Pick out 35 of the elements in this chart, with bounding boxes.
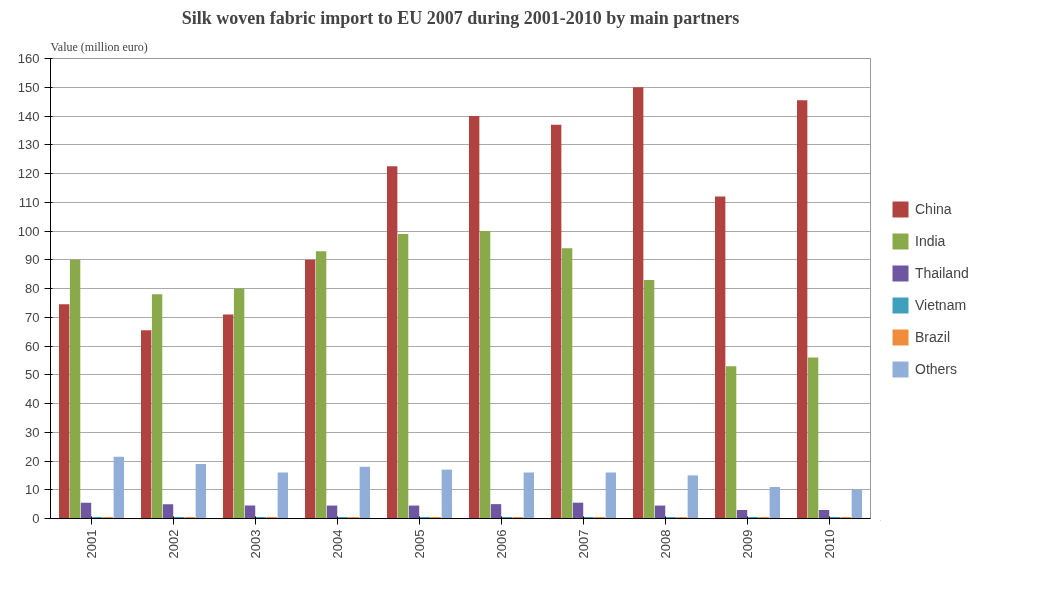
y-tick-label: 120 <box>17 166 40 181</box>
y-tick-label: 80 <box>25 281 40 296</box>
x-tick-label: 2004 <box>330 529 345 559</box>
y-axis-title: Value (million euro) <box>50 39 148 54</box>
y-tick-label: 30 <box>25 424 40 440</box>
y-tick-label: 10 <box>25 482 40 498</box>
y-tick-label: 150 <box>17 79 40 95</box>
y-tick-label: 140 <box>17 108 40 124</box>
x-tick-label: 2005 <box>412 529 427 559</box>
x-tick-label: 2007 <box>576 529 591 559</box>
y-tick-label: 50 <box>25 367 40 383</box>
legend-label: China <box>915 201 952 217</box>
y-tick-label: 70 <box>25 309 40 325</box>
y-tick-label: 0 <box>32 511 40 526</box>
y-tick-label: 110 <box>18 194 40 210</box>
y-tick-label: 20 <box>25 453 40 469</box>
legend-label: Brazil <box>915 329 951 345</box>
y-tick-label: 100 <box>17 223 40 239</box>
x-tick-label: 2001 <box>84 529 99 559</box>
chart-title: Silk woven fabric import to EU 2007 during 2001-2010 by main partners <box>181 7 740 28</box>
legend-label: Thailand <box>915 265 969 281</box>
x-tick-label: 2006 <box>494 529 509 559</box>
legend-label: India <box>915 233 946 249</box>
y-tick-label: 130 <box>17 137 40 153</box>
x-tick-label: 2003 <box>248 529 263 559</box>
x-tick-label: 2009 <box>740 529 755 559</box>
y-tick-label: 160 <box>17 51 40 66</box>
x-tick-label: 2002 <box>166 529 181 559</box>
legend-label: Vietnam <box>915 297 967 313</box>
x-tick-label: 2010 <box>822 529 837 559</box>
y-tick-label: 60 <box>25 338 40 354</box>
y-tick-label: 40 <box>25 396 40 411</box>
y-tick-label: 90 <box>25 252 40 268</box>
legend-label: Others <box>915 361 958 377</box>
x-tick-label: 2008 <box>658 529 673 559</box>
